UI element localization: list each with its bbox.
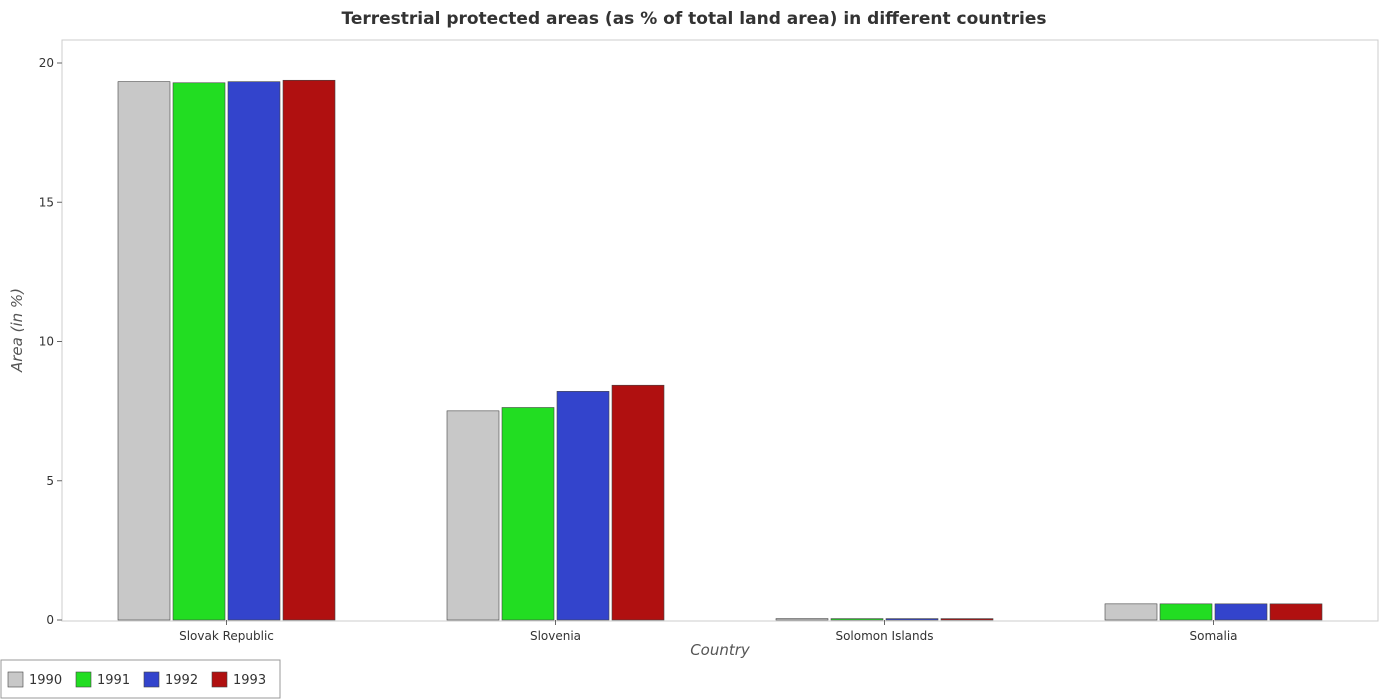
bar-1990-solomon-islands: [775, 618, 829, 621]
x-axis: Slovak Republic Slovenia Solomon Islands So…: [179, 620, 1238, 643]
x-axis-label: Country: [690, 641, 751, 659]
bar-1991-slovak-republic: [172, 82, 226, 621]
bar-1993-slovenia: [611, 384, 665, 621]
bar-1993-slovak-republic: [282, 79, 336, 621]
legend-swatch-1992: [143, 671, 160, 688]
bar-1990-somalia: [1104, 603, 1158, 621]
y-axis-label: Area (in %): [8, 288, 26, 373]
bar-1990-slovak-republic: [117, 81, 171, 621]
x-tick-label: Somalia: [1189, 629, 1237, 643]
y-axis: 0 5 10 15 20: [39, 56, 62, 627]
legend-label-1991: 1991: [97, 673, 130, 688]
bar-1992-somalia: [1214, 603, 1268, 621]
x-tick-label: Solomon Islands: [835, 629, 933, 643]
x-tick-label: Slovak Republic: [179, 629, 274, 643]
bar-1991-somalia: [1159, 603, 1213, 621]
bars: [117, 79, 1323, 621]
bar-1992-slovenia: [556, 391, 610, 621]
bar-1990-slovenia: [446, 410, 500, 621]
legend-label-1993: 1993: [233, 673, 266, 688]
bar-1991-slovenia: [501, 407, 555, 621]
bar-1992-slovak-republic: [227, 81, 281, 621]
bar-1991-solomon-islands: [830, 618, 884, 621]
y-tick-label: 5: [46, 474, 54, 488]
legend-swatch-1993: [211, 671, 228, 688]
bar-1992-solomon-islands: [885, 618, 939, 621]
legend-swatch-1990: [7, 671, 24, 688]
legend-label-1992: 1992: [165, 673, 198, 688]
legend-box: [0, 659, 281, 699]
bar-1993-somalia: [1269, 603, 1323, 621]
plot-area: [61, 39, 1379, 622]
y-tick-label: 0: [46, 613, 54, 627]
legend-label-1990: 1990: [29, 673, 62, 688]
x-tick-label: Slovenia: [530, 629, 581, 643]
legend: 1990 1991 1992 1993: [0, 659, 281, 699]
y-tick-label: 15: [39, 195, 54, 209]
y-tick-label: 10: [39, 335, 54, 349]
chart-title: Terrestrial protected areas (as % of tot…: [341, 9, 1046, 29]
bar-1993-solomon-islands: [940, 618, 994, 621]
legend-swatch-1991: [75, 671, 92, 688]
y-tick-label: 20: [39, 56, 54, 70]
